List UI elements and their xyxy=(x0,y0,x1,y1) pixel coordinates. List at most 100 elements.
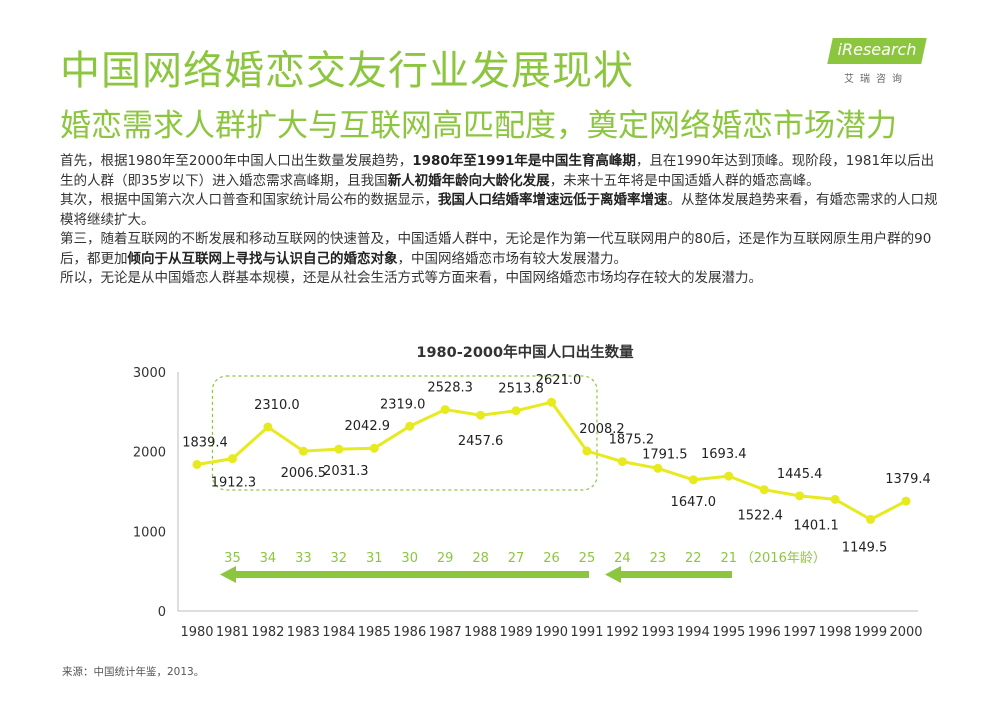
arrow-bar-right xyxy=(618,571,732,578)
data-point xyxy=(227,454,237,464)
logo-text: iResearch xyxy=(837,40,917,59)
y-tick-label: 2000 xyxy=(133,446,166,461)
data-label: 2319.0 xyxy=(380,397,426,412)
data-label: 2031.3 xyxy=(323,464,369,479)
age-label: 26 xyxy=(543,551,560,566)
y-tick-label: 1000 xyxy=(133,525,166,540)
age-label: 35 xyxy=(224,551,241,566)
data-label: 1791.5 xyxy=(642,447,688,462)
data-point xyxy=(830,494,840,504)
age-label: 29 xyxy=(437,551,454,566)
data-label: 1379.4 xyxy=(885,472,931,487)
x-tick-label: 1996 xyxy=(748,625,781,640)
x-tick-label: 1985 xyxy=(358,625,391,640)
data-point xyxy=(866,514,876,524)
age-label: 31 xyxy=(366,551,383,566)
data-point xyxy=(688,475,698,485)
data-label: 1149.5 xyxy=(842,540,888,555)
data-point xyxy=(298,446,308,456)
x-tick-label: 1989 xyxy=(500,625,533,640)
data-label: 2006.5 xyxy=(281,466,327,481)
x-tick-label: 1993 xyxy=(641,625,674,640)
x-tick-label: 1988 xyxy=(464,625,497,640)
age-label: 33 xyxy=(295,551,312,566)
data-label: 1693.4 xyxy=(701,447,747,462)
data-point xyxy=(901,496,911,506)
series-line xyxy=(196,400,907,522)
data-label: 2008.2 xyxy=(579,422,625,437)
data-point xyxy=(369,443,379,453)
x-tick-label: 1999 xyxy=(854,625,887,640)
data-point xyxy=(476,410,486,420)
page-title: 中国网络婚恋交友行业发展现状 xyxy=(60,48,634,94)
y-tick-label: 3000 xyxy=(133,366,166,381)
arrow-head-right xyxy=(605,566,621,583)
data-label: 2042.9 xyxy=(345,419,391,434)
data-label: 2457.6 xyxy=(458,434,504,449)
x-tick-label: 1992 xyxy=(606,625,639,640)
data-point xyxy=(653,463,663,473)
paragraph-1: 首先，根据1980年至2000年中国人口出生数量发展趋势，1980年至1991年… xyxy=(60,153,935,189)
y-tick-label: 0 xyxy=(158,605,166,620)
logo-subtext: 艾瑞咨询 xyxy=(844,74,908,85)
x-tick-label: 1982 xyxy=(251,625,284,640)
data-label: 1912.3 xyxy=(211,476,257,491)
data-point xyxy=(440,405,450,415)
data-label: 1522.4 xyxy=(737,509,783,524)
data-label: 2528.3 xyxy=(427,381,473,396)
page-subtitle: 婚恋需求人群扩大与互联网高匹配度，奠定网络婚恋市场潜力 xyxy=(60,108,897,144)
age-label: 27 xyxy=(508,551,525,566)
age-label: 24 xyxy=(614,551,631,566)
data-label: 1401.1 xyxy=(793,518,839,533)
age-label: 32 xyxy=(331,551,348,566)
x-tick-label: 2000 xyxy=(889,625,922,640)
paragraph-2: 其次，根据中国第六次人口普查和国家统计局公布的数据显示，我国人口结婚率增速远低于… xyxy=(60,192,938,228)
x-tick-label: 1997 xyxy=(783,625,816,640)
data-label: 2513.8 xyxy=(498,382,544,397)
arrow-bar-left xyxy=(233,571,589,578)
x-tick-label: 1984 xyxy=(322,625,355,640)
data-label: 1445.4 xyxy=(777,467,823,482)
highlight-box xyxy=(211,375,598,491)
age-label: 21 xyxy=(720,551,737,566)
age-label: 23 xyxy=(650,551,667,566)
data-label: 1647.0 xyxy=(671,495,717,510)
data-point xyxy=(405,421,415,431)
data-point xyxy=(263,422,273,432)
data-point xyxy=(334,444,344,454)
source-note: 来源：中国统计年鉴，2013。 xyxy=(62,666,205,678)
x-tick-label: 1981 xyxy=(216,625,249,640)
data-point xyxy=(511,406,521,416)
data-label: 2310.0 xyxy=(254,398,300,413)
age-note: （2016年龄） xyxy=(741,551,826,566)
data-point xyxy=(724,471,734,481)
data-point xyxy=(759,485,769,495)
arrow-head-left xyxy=(220,566,236,583)
iresearch-logo: iResearch 艾瑞咨询 xyxy=(826,38,927,85)
x-tick-label: 1980 xyxy=(180,625,213,640)
data-point xyxy=(617,457,627,467)
data-label: 2621.0 xyxy=(536,373,582,388)
body-text: 首先，根据1980年至2000年中国人口出生数量发展趋势，1980年至1991年… xyxy=(60,152,940,289)
age-label: 34 xyxy=(260,551,277,566)
data-point xyxy=(192,459,202,469)
age-label: 28 xyxy=(472,551,489,566)
x-tick-label: 1991 xyxy=(570,625,603,640)
x-tick-label: 1987 xyxy=(429,625,462,640)
x-tick-label: 1998 xyxy=(819,625,852,640)
paragraph-4: 所以，无论是从中国婚恋人群基本规模，还是从社会生活方式等方面来看，中国网络婚恋市… xyxy=(60,270,762,286)
x-tick-label: 1995 xyxy=(712,625,745,640)
data-label: 1875.2 xyxy=(609,433,655,448)
age-label: 22 xyxy=(685,551,702,566)
x-tick-label: 1990 xyxy=(535,625,568,640)
x-tick-label: 1986 xyxy=(393,625,426,640)
paragraph-3: 第三，随着互联网的不断发展和移动互联网的快速普及，中国适婚人群中，无论是作为第一… xyxy=(60,231,932,267)
age-label: 30 xyxy=(401,551,418,566)
x-tick-label: 1983 xyxy=(287,625,320,640)
data-point xyxy=(582,446,592,456)
data-point xyxy=(547,397,556,407)
data-label: 1839.4 xyxy=(182,435,228,450)
age-label: 25 xyxy=(579,551,596,566)
data-point xyxy=(795,491,805,501)
